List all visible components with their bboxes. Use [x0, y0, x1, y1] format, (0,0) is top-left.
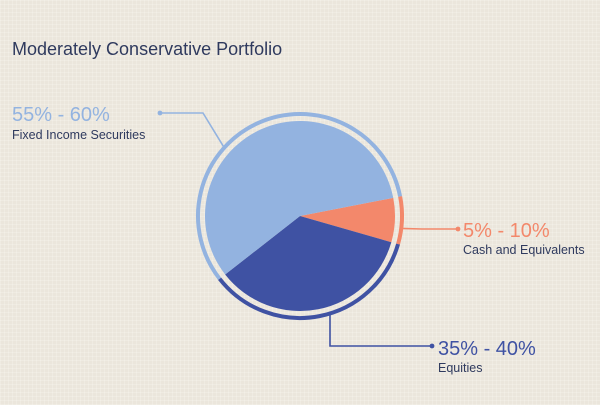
chart-title: Moderately Conservative Portfolio	[12, 39, 282, 59]
slice-name-label-fixed-income: Fixed Income Securities	[12, 128, 145, 142]
slice-name-label-equities: Equities	[438, 361, 482, 375]
leader-dot-cash	[455, 226, 461, 232]
ring-arc-fixed-income	[196, 112, 403, 281]
pie-slice-cash-and-equivalents	[300, 197, 395, 243]
slice-name-label-cash: Cash and Equivalents	[463, 243, 585, 257]
ring-arc-cash	[396, 196, 404, 245]
leader-line-fixed-income	[160, 112, 225, 149]
leader-lines	[157, 110, 461, 349]
pie-slice-fixed-income-securities	[204, 120, 394, 275]
slice-labels: 55% - 60% Fixed Income Securities 5% - 10%…	[12, 104, 585, 375]
pie-slice-equities	[225, 216, 392, 312]
leader-line-equities	[329, 311, 432, 347]
slice-range-label-fixed-income: 55% - 60%	[12, 104, 110, 126]
pie-slices	[204, 120, 395, 312]
slice-range-label-cash: 5% - 10%	[463, 220, 550, 242]
leader-dot-fixed-income	[157, 110, 163, 116]
ring-arc-equities	[218, 243, 400, 320]
leader-dot-equities	[429, 343, 435, 349]
outer-rings	[196, 112, 404, 320]
slice-range-label-equities: 35% - 40%	[438, 338, 536, 360]
leader-line-cash	[401, 227, 458, 230]
